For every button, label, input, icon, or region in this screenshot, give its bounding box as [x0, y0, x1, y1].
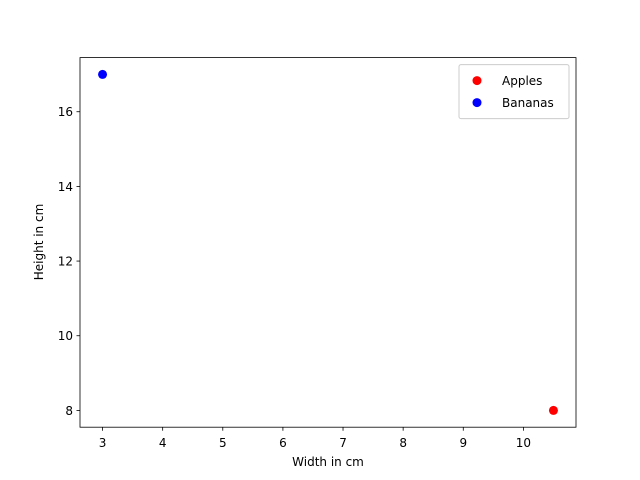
y-tick-label: 10 [58, 329, 73, 343]
legend-marker [472, 76, 482, 86]
x-tick-label: 7 [339, 436, 347, 450]
legend: Apples Bananas [458, 64, 570, 120]
x-tick-label: 10 [516, 436, 531, 450]
x-tick-label: 3 [99, 436, 107, 450]
legend-label: Apples [502, 74, 542, 88]
y-tick-label: 8 [65, 404, 73, 418]
x-tick-label: 8 [399, 436, 407, 450]
x-tick-label: 5 [219, 436, 227, 450]
x-tick-label: 4 [159, 436, 167, 450]
y-tick-label: 14 [58, 180, 73, 194]
x-axis-label: Width in cm [292, 455, 364, 469]
legend-label: Bananas [502, 96, 554, 110]
x-tick-label: 9 [459, 436, 467, 450]
point [548, 405, 558, 415]
y-axis-label: Height in cm [32, 204, 46, 281]
y-tick-label: 16 [58, 105, 73, 119]
legend-marker [472, 98, 482, 108]
x-tick-label: 6 [279, 436, 287, 450]
point [98, 69, 108, 79]
plot-frame [79, 57, 577, 428]
y-tick-label: 12 [58, 255, 73, 269]
legend-box [458, 64, 570, 120]
